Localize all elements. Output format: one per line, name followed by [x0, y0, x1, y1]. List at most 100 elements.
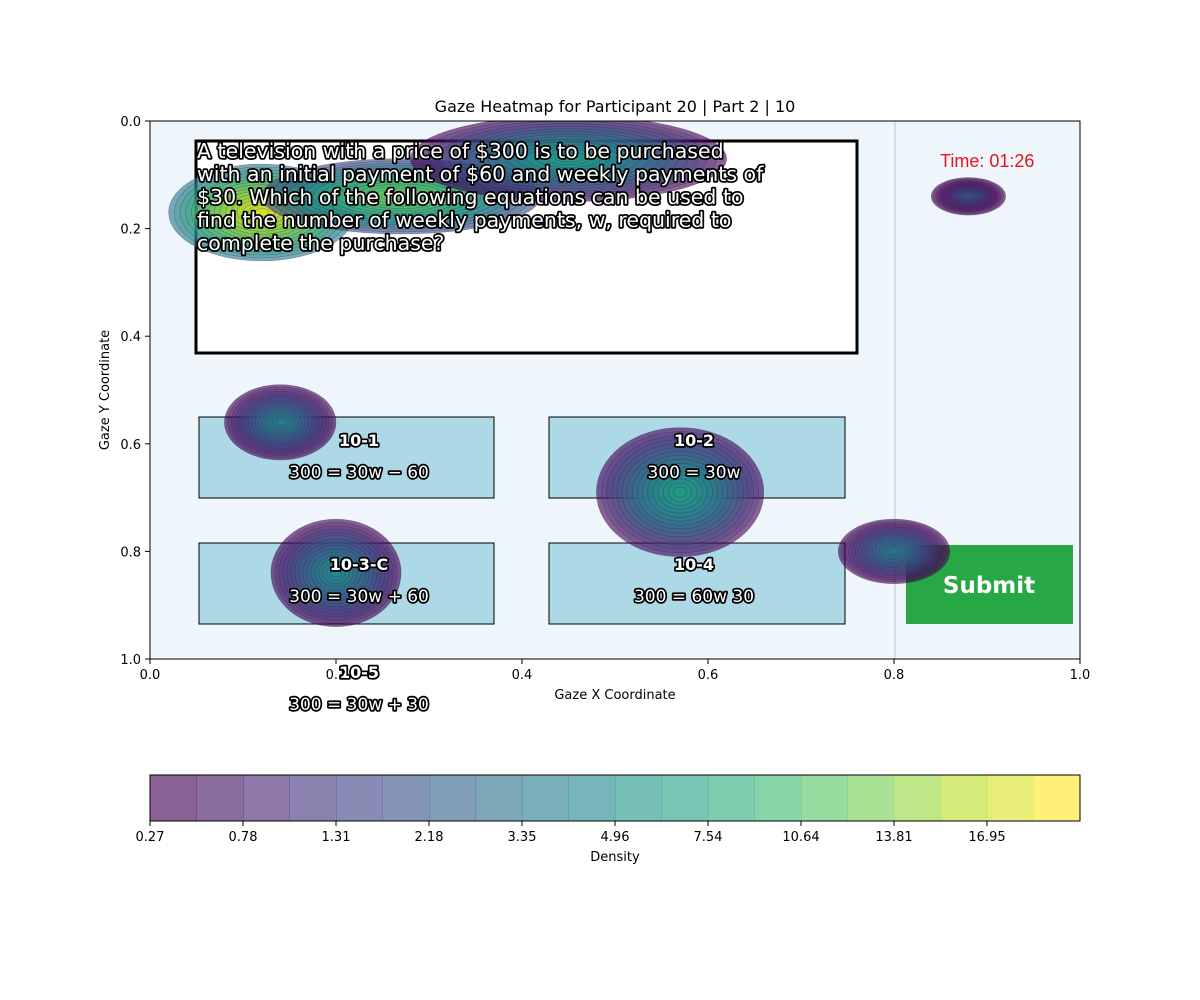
density-contour — [251, 402, 309, 442]
density-contour — [673, 486, 688, 498]
density-contour — [946, 185, 990, 208]
density-contour — [389, 193, 413, 200]
density-contour — [958, 191, 979, 202]
y-tick-label: 0.8 — [120, 545, 141, 560]
density-contour — [487, 136, 650, 181]
y-tick-label: 0.2 — [120, 223, 141, 238]
density-contour — [942, 182, 995, 210]
density-contour — [545, 152, 592, 166]
density-contour — [329, 176, 473, 216]
y-tick-label: 0.0 — [120, 115, 141, 130]
density-contour — [858, 530, 930, 573]
density-contour — [855, 528, 933, 575]
colorbar-tick-label: 10.64 — [782, 830, 819, 845]
density-contour — [872, 538, 916, 565]
plot-area: Submit Time: 01:26 — [150, 121, 1080, 659]
option-label: 10-3-C — [330, 555, 388, 574]
colorbar-tick-label: 0.78 — [229, 830, 258, 845]
colorbar-tick-label: 13.81 — [875, 830, 912, 845]
plot-frame — [149, 120, 1081, 660]
density-contour — [851, 526, 937, 577]
density-contour — [314, 555, 358, 591]
density-contour — [848, 524, 940, 579]
density-contour — [596, 427, 765, 558]
density-contour — [667, 482, 693, 502]
density-contour — [955, 189, 981, 203]
density-contour — [439, 123, 698, 195]
colorbar-segment — [801, 775, 848, 821]
colorbar-segment — [708, 775, 755, 821]
density-contour — [346, 181, 456, 212]
chart-title: Gaze Heatmap for Participant 20 | Part 2… — [435, 97, 796, 116]
option-label: 10-5 — [339, 663, 379, 682]
density-contour — [272, 416, 289, 428]
option-label: 10-2 — [674, 431, 714, 450]
density-contour — [254, 405, 306, 440]
y-tick-label: 0.6 — [120, 438, 141, 453]
density-contour — [642, 462, 718, 522]
colorbar-segment — [522, 775, 569, 821]
density-contour — [321, 174, 482, 219]
colorbar-segment — [754, 775, 802, 821]
density-contour — [865, 534, 923, 569]
density-contour — [248, 205, 276, 220]
density-contour — [878, 542, 910, 561]
option-equation: 300 = 30w + 30 — [289, 695, 429, 715]
question-line: A television with a price of $300 is to … — [197, 139, 724, 163]
density-contour — [258, 407, 303, 438]
density-contour — [662, 478, 698, 506]
colorbar-segment — [336, 775, 383, 821]
density-contour — [951, 187, 986, 206]
density-contour — [310, 551, 362, 595]
density-contour — [248, 400, 313, 445]
question-line: with an initial payment of $60 and weekl… — [197, 162, 764, 186]
density-contour — [632, 455, 729, 530]
density-contour — [657, 474, 703, 510]
density-contour — [448, 125, 689, 192]
density-contour — [363, 186, 439, 207]
x-tick-label: 1.0 — [1070, 668, 1091, 683]
density-contour — [882, 544, 906, 559]
colorbar-tick-label: 1.31 — [322, 830, 351, 845]
density-contour — [302, 545, 370, 601]
density-contour — [241, 395, 320, 449]
question-line: complete the purchase? — [197, 231, 444, 255]
density-contour — [861, 532, 927, 571]
density-contour — [322, 561, 350, 585]
colorbar-segment — [382, 775, 430, 821]
x-tick-label: 0.2 — [326, 668, 347, 683]
density-contour — [268, 414, 292, 431]
axes: 0.0 0.0 0.2 0.2 0.4 0.4 0.6 0.6 0.8 0.8 1.0 1.0 — [120, 115, 1090, 683]
density-contour — [601, 431, 759, 554]
density-contour — [419, 121, 718, 200]
colorbar-tick-label: 4.96 — [601, 830, 630, 845]
option-box-10-4[interactable] — [548, 542, 846, 625]
density-contour — [261, 409, 299, 435]
density-contour — [429, 121, 708, 197]
density-contour — [621, 447, 739, 538]
density-contour — [410, 121, 727, 202]
density-contour — [497, 139, 640, 179]
density-contour — [468, 131, 669, 187]
option-label: 10-4 — [674, 555, 714, 574]
density-contour — [372, 188, 430, 205]
colorbar-segment — [894, 775, 941, 821]
colorbar-segment — [940, 775, 988, 821]
density-contour — [230, 388, 330, 456]
density-contour — [282, 528, 390, 618]
density-contour — [458, 128, 679, 189]
option-equation: 300 = 60w 30 — [634, 587, 754, 607]
option-equation: 300 = 30w — [647, 463, 740, 483]
density-contour — [381, 190, 422, 202]
density-contour — [844, 522, 944, 581]
density-contour — [306, 548, 366, 598]
density-contour — [270, 518, 402, 628]
submit-label: Submit — [943, 573, 1035, 599]
colorbar-tick-label: 3.35 — [508, 830, 537, 845]
colorbar-segment — [568, 775, 616, 821]
colorbar-segment — [615, 775, 662, 821]
x-tick-label: 0.8 — [884, 668, 905, 683]
x-tick-label: 0.4 — [512, 668, 533, 683]
x-tick-label: 0.6 — [698, 668, 719, 683]
colorbar-segment — [1033, 775, 1081, 821]
